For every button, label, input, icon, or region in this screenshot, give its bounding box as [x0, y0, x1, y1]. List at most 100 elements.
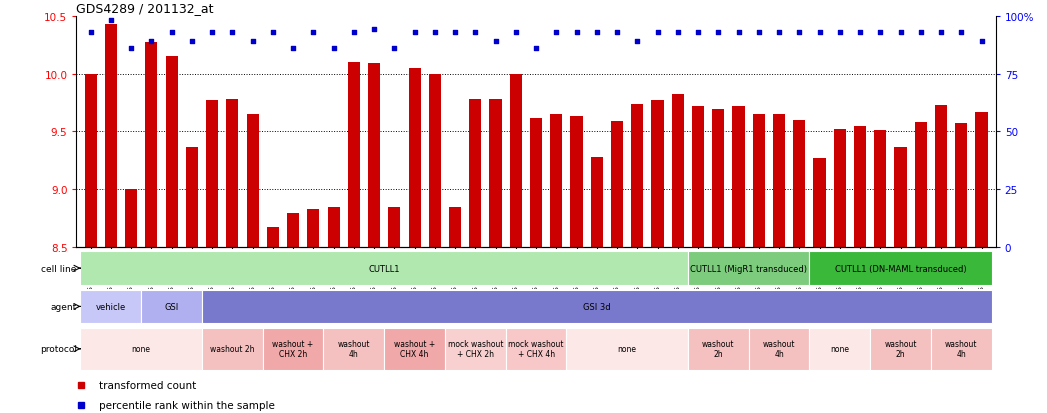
Point: [508, 29, 525, 36]
Point: [892, 29, 909, 36]
Bar: [506, 328, 566, 370]
Text: transformed count: transformed count: [99, 380, 197, 390]
Bar: [688, 252, 809, 285]
Point: [933, 29, 950, 36]
Text: none: none: [132, 344, 151, 354]
Bar: [388, 207, 400, 248]
Text: agent: agent: [50, 302, 76, 311]
Bar: [81, 328, 202, 370]
Text: washout +
CHX 4h: washout + CHX 4h: [394, 339, 436, 358]
Bar: [267, 227, 279, 248]
Bar: [141, 290, 202, 323]
Text: washout
2h: washout 2h: [703, 339, 735, 358]
Bar: [672, 95, 684, 248]
Point: [771, 29, 787, 36]
Point: [730, 29, 747, 36]
Point: [790, 29, 807, 36]
Bar: [185, 147, 198, 248]
Bar: [551, 115, 562, 248]
Point: [608, 29, 625, 36]
Bar: [105, 25, 117, 248]
Text: washout
2h: washout 2h: [885, 339, 917, 358]
Bar: [202, 290, 992, 323]
Point: [365, 27, 382, 34]
Bar: [202, 328, 263, 370]
Text: protocol: protocol: [40, 344, 76, 354]
Text: washout 2h: washout 2h: [210, 344, 254, 354]
Point: [224, 29, 241, 36]
Point: [244, 39, 261, 45]
Bar: [894, 147, 907, 248]
Text: GSI 3d: GSI 3d: [583, 302, 610, 311]
Point: [346, 29, 362, 36]
Bar: [348, 63, 360, 248]
Point: [406, 29, 423, 36]
Bar: [794, 121, 805, 248]
Point: [163, 29, 180, 36]
Point: [710, 29, 727, 36]
Point: [426, 29, 443, 36]
Point: [204, 29, 221, 36]
Point: [569, 29, 585, 36]
Bar: [692, 107, 705, 248]
Point: [122, 45, 139, 52]
Bar: [712, 110, 725, 248]
Point: [326, 45, 342, 52]
Bar: [469, 100, 482, 248]
Point: [912, 29, 929, 36]
Point: [265, 29, 282, 36]
Point: [386, 45, 403, 52]
Point: [447, 29, 464, 36]
Point: [528, 45, 544, 52]
Bar: [81, 290, 141, 323]
Point: [851, 29, 868, 36]
Bar: [246, 115, 259, 248]
Bar: [81, 252, 688, 285]
Point: [872, 29, 889, 36]
Point: [588, 29, 605, 36]
Text: GSI: GSI: [164, 302, 179, 311]
Bar: [571, 117, 582, 248]
Text: percentile rank within the sample: percentile rank within the sample: [99, 400, 275, 410]
Bar: [773, 115, 785, 248]
Bar: [935, 106, 948, 248]
Bar: [631, 104, 643, 248]
Bar: [226, 100, 239, 248]
Text: mock washout
+ CHX 2h: mock washout + CHX 2h: [447, 339, 503, 358]
Bar: [367, 64, 380, 248]
Bar: [854, 126, 866, 248]
Point: [669, 29, 686, 36]
Bar: [384, 328, 445, 370]
Bar: [206, 101, 218, 248]
Text: vehicle: vehicle: [95, 302, 126, 311]
Point: [143, 39, 160, 45]
Point: [548, 29, 564, 36]
Bar: [490, 100, 502, 248]
Bar: [809, 252, 992, 285]
Point: [831, 29, 848, 36]
Bar: [307, 210, 319, 248]
Bar: [510, 74, 521, 248]
Bar: [263, 328, 324, 370]
Bar: [749, 328, 809, 370]
Text: washout
4h: washout 4h: [763, 339, 796, 358]
Text: cell line: cell line: [42, 264, 76, 273]
Text: washout +
CHX 2h: washout + CHX 2h: [272, 339, 314, 358]
Text: GDS4289 / 201132_at: GDS4289 / 201132_at: [76, 2, 214, 15]
Point: [285, 45, 302, 52]
Bar: [324, 328, 384, 370]
Text: none: none: [618, 344, 637, 354]
Bar: [165, 57, 178, 248]
Bar: [833, 130, 846, 248]
Point: [690, 29, 707, 36]
Bar: [566, 328, 688, 370]
Bar: [955, 124, 967, 248]
Bar: [874, 131, 887, 248]
Bar: [809, 328, 870, 370]
Point: [629, 39, 646, 45]
Point: [973, 39, 989, 45]
Bar: [915, 123, 927, 248]
Bar: [753, 115, 765, 248]
Bar: [688, 328, 749, 370]
Point: [487, 39, 504, 45]
